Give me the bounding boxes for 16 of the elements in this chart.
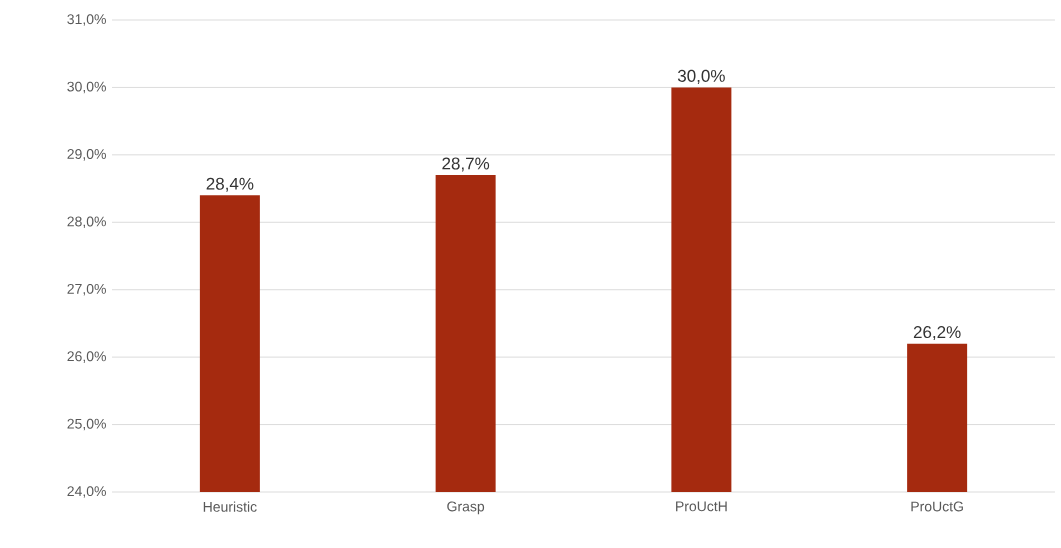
x-tick-label: ProUctH <box>676 501 727 512</box>
x-tick-label: Heuristic <box>203 501 257 512</box>
y-tick-label: 25,0% <box>67 418 106 431</box>
y-tick-label: 24,0% <box>67 486 106 498</box>
data-label: 28,7% <box>442 157 490 172</box>
y-tick-label: 31,0% <box>67 14 106 26</box>
y-tick-label: 28,0% <box>67 216 106 229</box>
data-label: 28,4% <box>206 177 254 192</box>
y-tick-label: 30,0% <box>67 81 106 94</box>
x-tick-label: ProUctG <box>911 501 963 512</box>
y-tick-label: 27,0% <box>67 283 106 296</box>
data-label: 26,2% <box>913 326 961 341</box>
x-tick-label: Grasp <box>447 501 485 515</box>
data-label: 30,0% <box>677 69 725 84</box>
y-tick-label: 26,0% <box>67 351 106 363</box>
y-tick-label: 29,0% <box>67 149 106 161</box>
